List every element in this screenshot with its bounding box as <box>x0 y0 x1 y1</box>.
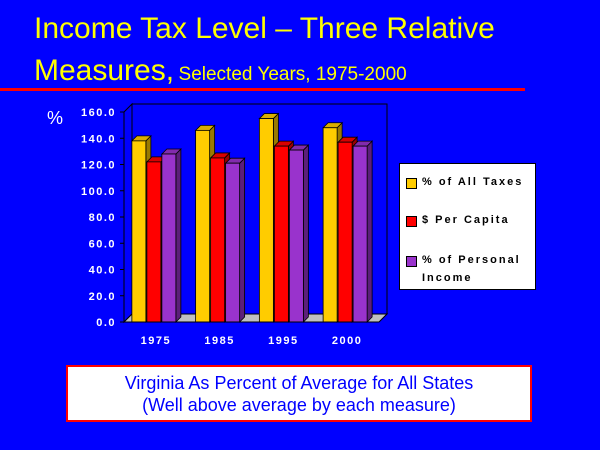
bar <box>322 127 338 323</box>
bar-side <box>302 144 309 323</box>
y-axis-unit-label: % <box>47 108 63 128</box>
y-tick-label: 80.0 <box>89 212 116 224</box>
y-tick-label: 120.0 <box>81 160 116 172</box>
y-tick-label: 160.0 <box>81 107 116 119</box>
bar <box>131 140 147 323</box>
y-tick-label: 40.0 <box>89 265 116 277</box>
summary-note-line-1: Virginia As Percent of Average for All S… <box>124 373 474 393</box>
y-tick-label: 0.0 <box>96 317 116 329</box>
y-tick-label: 20.0 <box>89 291 116 303</box>
title-subtitle: Selected Years, 1975-2000 <box>178 64 407 85</box>
bar <box>225 162 241 323</box>
legend-item-per-capita: $ Per Capita <box>406 214 537 229</box>
y-tick-label: 140.0 <box>81 133 116 145</box>
y-tick-label: 100.0 <box>81 186 116 198</box>
summary-note-line-2: (Well above average by each measure) <box>142 395 456 415</box>
plot-side-wall <box>123 102 133 324</box>
legend-label-personal-income: % of Personal Income <box>422 254 521 284</box>
legend-swatch-personal-income <box>406 256 417 267</box>
legend-label-all-taxes: % of All Taxes <box>422 176 524 188</box>
bar-chart: % 0.0 20.0 40.0 60.0 80.0 100.0 120.0 140.0 160.… <box>47 102 389 347</box>
legend-label-per-capita: $ Per Capita <box>422 214 510 226</box>
bar <box>273 145 289 323</box>
bar-side <box>175 148 182 323</box>
legend-item-personal-income: % of Personal Income <box>406 254 537 287</box>
bar <box>195 129 211 323</box>
legend-swatch-all-taxes <box>406 178 417 189</box>
x-category-label: 1985 <box>204 335 234 347</box>
bar <box>146 161 162 323</box>
bar <box>258 118 274 323</box>
bar <box>210 157 226 323</box>
bar <box>337 141 353 323</box>
x-category-label: 1995 <box>268 335 298 347</box>
title-divider <box>0 88 525 91</box>
legend-item-all-taxes: % of All Taxes <box>406 176 537 191</box>
bar-side <box>366 140 373 323</box>
x-category-label: 2000 <box>332 335 362 347</box>
legend-swatch-per-capita <box>406 216 417 227</box>
chart-legend: % of All Taxes $ Per Capita % of Persona… <box>399 163 536 290</box>
bar <box>161 153 177 323</box>
bar-side <box>239 157 246 323</box>
bar <box>352 145 368 323</box>
x-category-label: 1975 <box>141 335 171 347</box>
summary-note-box: Virginia As Percent of Average for All S… <box>66 365 532 422</box>
bar <box>288 149 304 323</box>
page-title: Income Tax Level – Three Relative Measur… <box>34 10 594 94</box>
title-main: Income Tax Level – Three Relative Measur… <box>34 12 495 87</box>
y-tick-label: 60.0 <box>89 238 116 250</box>
